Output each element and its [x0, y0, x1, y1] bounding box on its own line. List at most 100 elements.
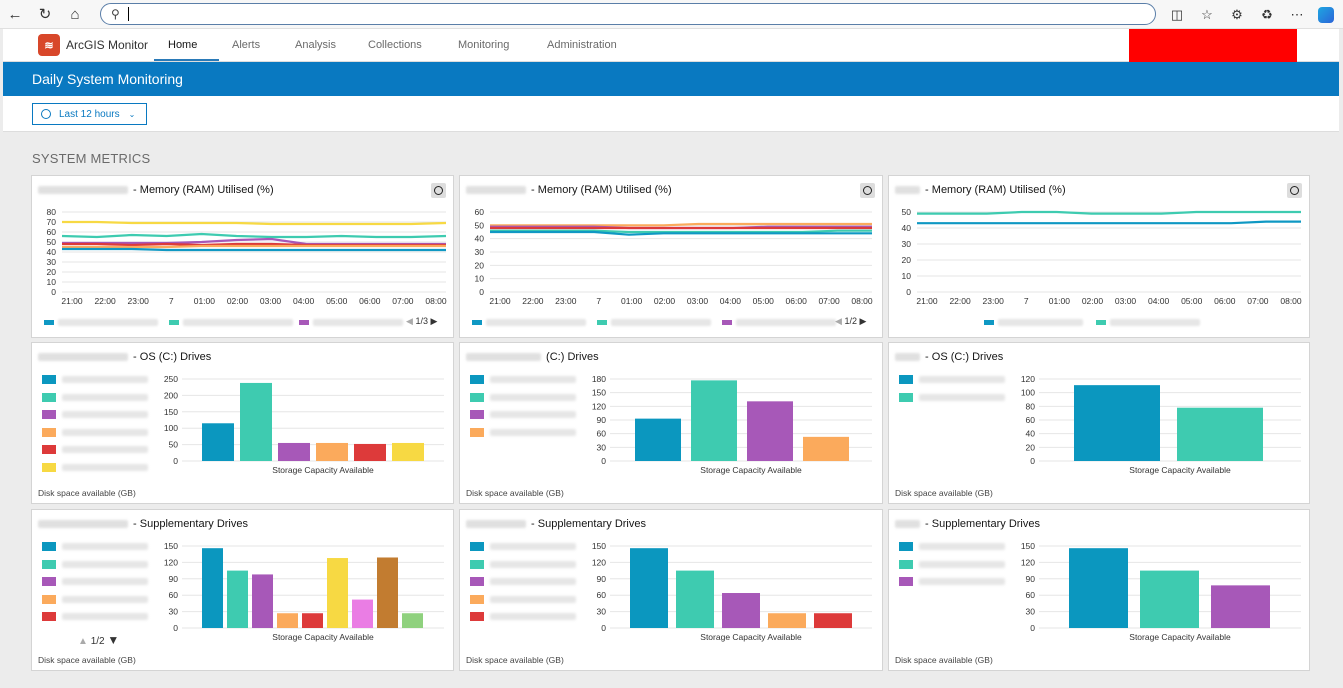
- bar: [327, 558, 348, 628]
- y-tick-label: 0: [601, 456, 606, 466]
- chevron-down-icon: ⌄: [128, 109, 136, 119]
- legend-label-redacted: [62, 393, 148, 401]
- y-tick-label: 50: [902, 207, 912, 217]
- y-tick-label: 40: [1026, 429, 1036, 439]
- y-tick-label: 90: [169, 574, 179, 584]
- nav-tab-analysis[interactable]: Analysis: [295, 39, 336, 51]
- filter-bar: Last 12 hours ⌄: [3, 96, 1339, 132]
- bar: [377, 557, 398, 628]
- more-menu-icon[interactable]: ⋯: [1290, 6, 1304, 22]
- time-settings-clock-icon[interactable]: [431, 183, 446, 198]
- prev-page-icon[interactable]: ◀: [406, 316, 413, 326]
- legend-pager: ◀ 1/3 ▶: [406, 316, 437, 327]
- legend-swatch: [169, 320, 179, 325]
- legend-label-redacted: [490, 411, 576, 418]
- memory-card-1: 0 10 20 30 40 50 60 70 80 21:00 22:00 23:00 7 01:00 02…: [31, 175, 454, 338]
- collections-icon[interactable]: ⚙: [1231, 6, 1243, 22]
- time-settings-clock-icon[interactable]: [860, 183, 875, 198]
- series-line: [917, 210, 1301, 215]
- back-icon[interactable]: ←: [7, 5, 23, 23]
- bar: [1140, 570, 1199, 628]
- bar: [722, 593, 760, 628]
- axis-caption: Disk space available (GB): [895, 655, 993, 665]
- y-tick-label: 150: [592, 541, 606, 551]
- legend-label-redacted: [490, 543, 576, 550]
- x-tick-label: 01:00: [621, 296, 643, 306]
- home-icon[interactable]: ⌂: [70, 5, 80, 23]
- x-tick-label: 04:00: [1148, 296, 1170, 306]
- bar: [1074, 385, 1160, 461]
- legend-swatch: [470, 542, 484, 551]
- nav-tab-home[interactable]: Home: [168, 39, 198, 51]
- bar: [202, 548, 223, 628]
- nav-tab-monitoring[interactable]: Monitoring: [458, 39, 510, 51]
- next-page-icon[interactable]: ▶: [859, 316, 867, 326]
- dashboard-banner: Daily System Monitoring: [3, 62, 1339, 96]
- supplementary-drives-card-1: 0 30 60 90 120 150 Storage Capacity Available …: [31, 509, 454, 671]
- reader-view-icon[interactable]: ◫: [1170, 6, 1184, 22]
- x-axis-label: Storage Capacity Available: [700, 465, 802, 475]
- legend-label-redacted: [490, 376, 576, 383]
- x-tick-label: 02:00: [227, 296, 249, 306]
- os-drives-card-2: 0 30 60 90 120 150 180 Storage Capacity Availab…: [459, 342, 883, 504]
- x-tick-label: 07:00: [1247, 296, 1269, 306]
- x-tick-label: 04:00: [720, 296, 742, 306]
- os-drives-bar-chart-3: 0 20 40 60 80 100 120 Storage Capacity Availabl…: [1021, 374, 1301, 475]
- x-tick-label: 7: [596, 296, 601, 306]
- x-tick-label: 08:00: [425, 296, 447, 306]
- y-tick-label: 30: [169, 607, 179, 617]
- legend-label-redacted: [62, 578, 148, 585]
- copilot-icon[interactable]: [1318, 6, 1334, 23]
- nav-tab-administration[interactable]: Administration: [547, 39, 617, 51]
- favorite-star-icon[interactable]: ☆: [1201, 6, 1213, 22]
- bar: [768, 613, 806, 628]
- legend-label-redacted: [490, 428, 576, 436]
- y-tick-label: 70: [47, 217, 57, 227]
- x-tick-label: 01:00: [194, 296, 216, 306]
- legend-label-redacted: [490, 578, 576, 585]
- os-drives-bar-chart-1: 0 50 100 150 200 250 Storage Capacity Availabl…: [164, 374, 444, 475]
- os-drives-card-3: 0 20 40 60 80 100 120 Storage Capacity Availabl…: [888, 342, 1310, 504]
- nav-tab-alerts[interactable]: Alerts: [232, 39, 261, 51]
- legend-label-redacted: [919, 578, 1005, 585]
- x-tick-label: 23:00: [128, 296, 150, 306]
- legend-swatch: [984, 320, 994, 325]
- refresh-icon[interactable]: ↻: [38, 6, 52, 23]
- clock-icon: [41, 109, 51, 119]
- legend-label-redacted: [62, 411, 148, 418]
- x-tick-label: 21:00: [916, 296, 938, 306]
- prev-page-icon[interactable]: ◀: [835, 316, 842, 326]
- time-settings-clock-icon[interactable]: [1287, 183, 1302, 198]
- bar: [814, 613, 852, 628]
- x-axis-label: Storage Capacity Available: [1129, 632, 1231, 642]
- bar: [1211, 585, 1270, 628]
- y-tick-label: 0: [173, 456, 178, 466]
- card-title: - Memory (RAM) Utilised (%): [38, 184, 274, 196]
- y-tick-label: 60: [597, 429, 607, 439]
- axis-caption: Disk space available (GB): [466, 488, 564, 498]
- legend-label-redacted: [62, 595, 148, 603]
- x-tick-label: 06:00: [786, 296, 808, 306]
- browser-actions: ◫ ☆ ⚙ ♻ ⋯: [1162, 0, 1334, 29]
- x-tick-label: 07:00: [818, 296, 840, 306]
- y-tick-label: 10: [902, 271, 912, 281]
- y-tick-label: 10: [475, 274, 485, 284]
- time-range-label: Last 12 hours: [59, 108, 120, 120]
- legend-swatch: [42, 577, 56, 586]
- legend-label-redacted: [490, 595, 576, 603]
- nav-tab-collections[interactable]: Collections: [368, 39, 422, 51]
- address-bar[interactable]: ⚲: [100, 3, 1156, 25]
- next-page-icon[interactable]: ▶: [430, 316, 438, 326]
- time-range-dropdown[interactable]: Last 12 hours ⌄: [32, 103, 147, 125]
- series-line: [917, 220, 1301, 225]
- y-tick-label: 60: [597, 590, 607, 600]
- x-tick-label: 23:00: [555, 296, 577, 306]
- x-tick-label: 05:00: [326, 296, 348, 306]
- prev-page-icon[interactable]: ▲: [78, 636, 88, 647]
- y-tick-label: 90: [1026, 574, 1036, 584]
- extensions-icon[interactable]: ♻: [1261, 6, 1273, 22]
- y-tick-label: 180: [592, 374, 606, 384]
- y-tick-label: 50: [169, 440, 179, 450]
- x-axis-label: Storage Capacity Available: [1129, 465, 1231, 475]
- next-page-icon[interactable]: ▼: [107, 633, 120, 647]
